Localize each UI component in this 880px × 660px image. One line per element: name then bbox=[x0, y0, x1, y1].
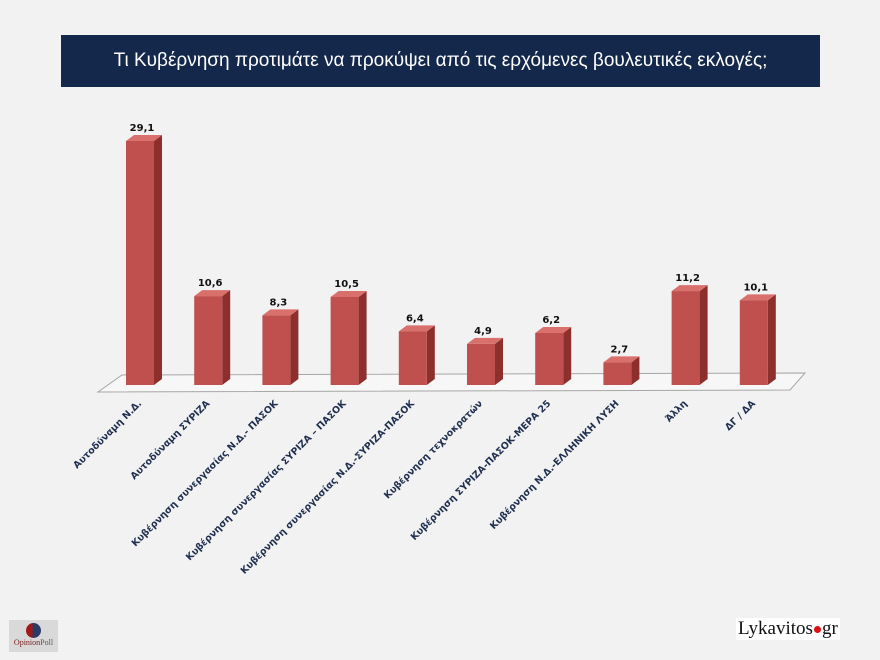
category-label: Αυτοδύναμη Ν.Δ. bbox=[71, 398, 144, 471]
data-label: 10,6 bbox=[198, 278, 223, 289]
data-label: 8,3 bbox=[270, 297, 288, 308]
data-label: 10,5 bbox=[334, 279, 359, 290]
bar bbox=[398, 331, 427, 385]
bar-top bbox=[739, 294, 776, 301]
bar bbox=[262, 315, 291, 385]
category-label: Άλλη bbox=[663, 398, 690, 425]
category-label: Κυβέρνηση ΣΥΡΙΖΑ-ΠΑΣΟΚ-ΜΕΡΑ 25 bbox=[409, 398, 554, 543]
bar-top bbox=[671, 285, 708, 292]
bar-top bbox=[467, 337, 503, 344]
bar-side bbox=[154, 135, 162, 385]
category-label: Κυβέρνηση συνεργασίας ΣΥΡΙΖΑ – ΠΑΣΟΚ bbox=[184, 398, 349, 563]
bar-top bbox=[262, 309, 299, 316]
bar bbox=[739, 300, 768, 385]
bar bbox=[535, 333, 564, 385]
opinionpoll-logo-mark bbox=[26, 623, 41, 638]
bar-side bbox=[563, 327, 572, 385]
bar-top bbox=[398, 325, 435, 332]
bar-side bbox=[426, 325, 435, 385]
bar-top bbox=[535, 327, 572, 334]
bar-side bbox=[495, 337, 503, 385]
bar-side bbox=[290, 309, 299, 385]
data-label: 6,2 bbox=[542, 315, 560, 326]
category-label: ΔΓ / ΔΑ bbox=[723, 398, 758, 433]
category-label: Κυβέρνηση Ν.Δ.-ΕΛΛΗΝΙΚΗ ΛΥΣΗ bbox=[488, 398, 622, 532]
bar-side bbox=[358, 290, 367, 385]
bar bbox=[603, 362, 632, 385]
data-label: 2,7 bbox=[611, 344, 629, 355]
bar-side bbox=[222, 290, 231, 385]
data-label: 11,2 bbox=[675, 273, 700, 284]
lykavitos-logo: Lykavitos gr bbox=[736, 618, 840, 640]
bar bbox=[126, 141, 154, 385]
bar-chart: 29,1 Αυτοδύναμη Ν.Δ. 10,6 Αυτοδύναμη ΣΥΡΙΖΑ… bbox=[71, 123, 807, 577]
bar bbox=[467, 343, 495, 385]
bar-side bbox=[699, 285, 708, 385]
data-label: 10,1 bbox=[743, 282, 768, 293]
data-label: 6,4 bbox=[406, 313, 424, 324]
data-label: 4,9 bbox=[474, 326, 492, 337]
bar-top bbox=[126, 135, 162, 141]
data-label: 29,1 bbox=[130, 123, 155, 134]
bar bbox=[194, 296, 223, 385]
category-label: Κυβέρνηση συνεργασίας Ν.Δ.- ΠΑΣΟΚ bbox=[130, 398, 281, 549]
opinionpoll-logo: OpinionPoll bbox=[9, 620, 58, 652]
bar-top bbox=[330, 290, 367, 297]
bar bbox=[330, 296, 359, 385]
bar bbox=[671, 291, 700, 385]
bar-side bbox=[767, 294, 776, 385]
bar-side bbox=[631, 356, 640, 385]
bar-top bbox=[603, 356, 640, 363]
bar-top bbox=[194, 290, 231, 297]
chart-title: Τι Κυβέρνηση προτιμάτε να προκύψει από τ… bbox=[61, 35, 820, 87]
category-label: Αυτοδύναμη ΣΥΡΙΖΑ bbox=[129, 398, 213, 482]
